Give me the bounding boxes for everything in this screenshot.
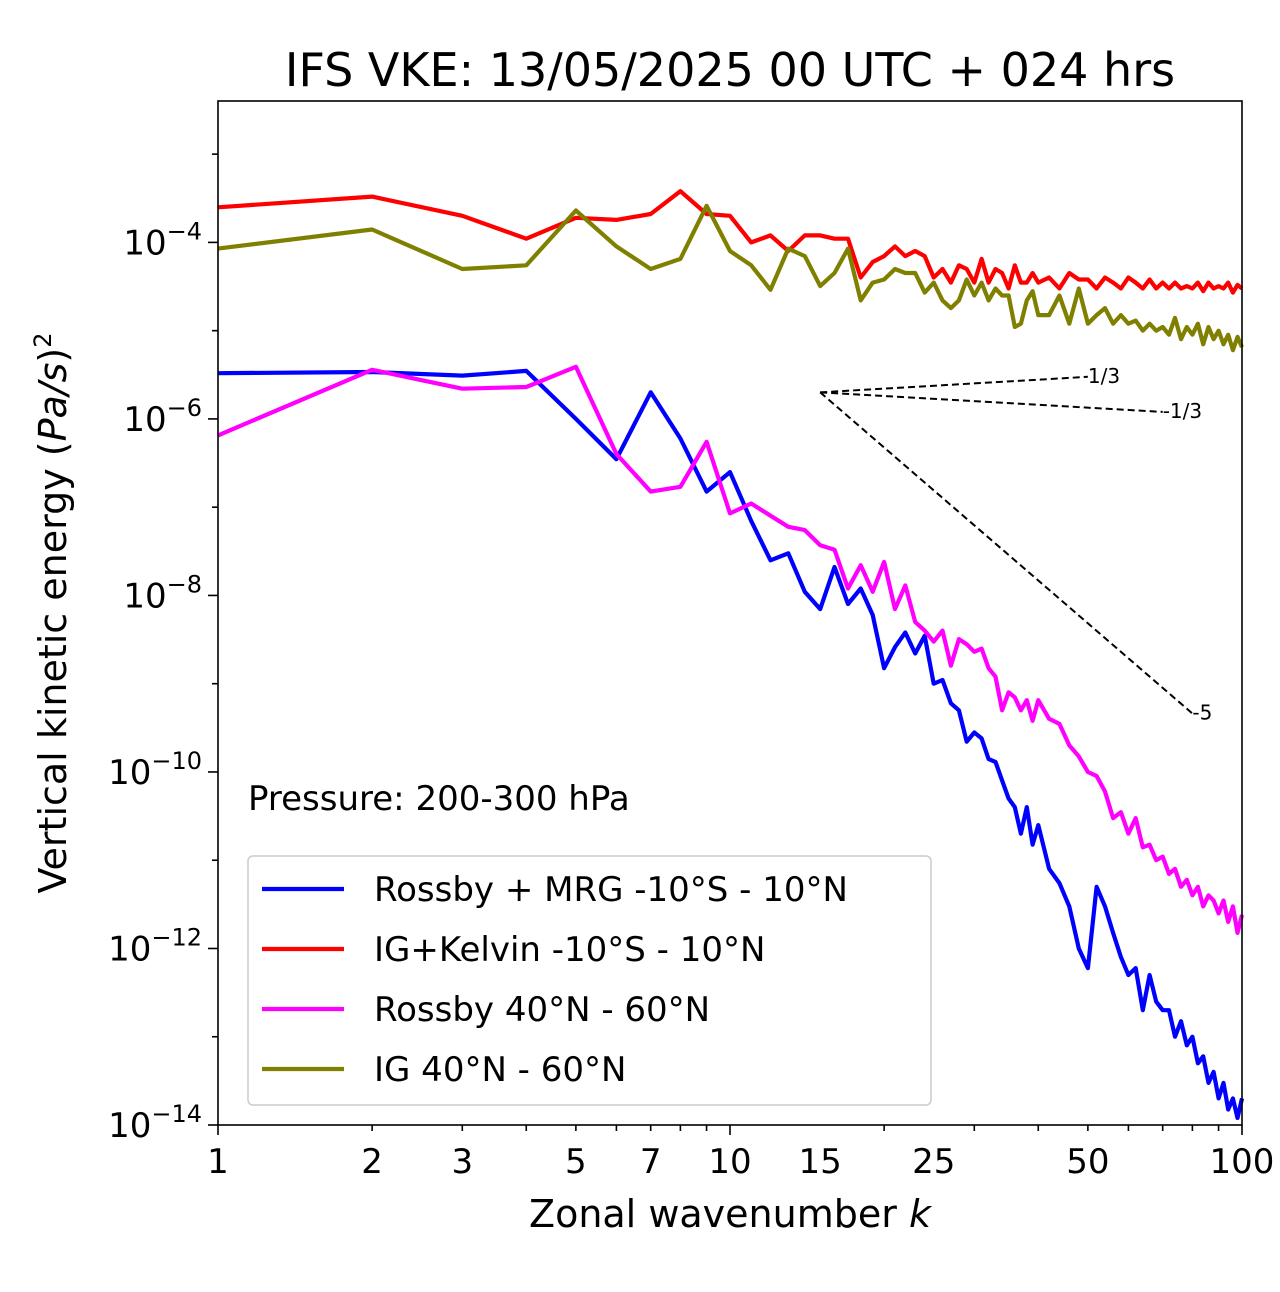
y-axis-label-exp: 2 [29, 332, 57, 347]
y-tick-base: 10 [108, 929, 151, 969]
x-tick-label: 100 [1210, 1142, 1275, 1182]
slope-label-2: -1/3 [1163, 399, 1202, 423]
x-tick-label: 25 [912, 1142, 955, 1182]
y-tick-exponent: −10 [151, 747, 202, 775]
y-tick-label: 10−14 [108, 1100, 202, 1146]
series-line-1 [217, 368, 1245, 1121]
y-tick-exponent: −6 [167, 394, 202, 422]
y-axis-label-var: Pa/s [31, 363, 75, 442]
y-tick-label: 10−8 [123, 570, 202, 616]
legend: Rossby + MRG -10°S - 10°N IG+Kelvin -10°S… [247, 855, 932, 1106]
series-line-2 [217, 189, 1244, 295]
x-tick-label: 3 [451, 1142, 473, 1182]
legend-label-4: IG 40°N - 60°N [374, 1050, 626, 1090]
x-tick-label: 15 [799, 1142, 842, 1182]
y-tick-exponent: −14 [151, 1100, 202, 1128]
x-tick-label: 7 [640, 1142, 662, 1182]
legend-box [247, 855, 932, 1106]
y-tick-label: 10−6 [123, 394, 202, 440]
x-axis-ticks: 1 2 3 5 7 10 15 25 50 100 [207, 1125, 1274, 1182]
slope-label-3: -5 [1192, 700, 1212, 724]
legend-label-2: IG+Kelvin -10°S - 10°N [374, 930, 765, 970]
y-tick-label: 10−4 [123, 217, 202, 263]
series-layer [217, 189, 1245, 1121]
x-axis-label-text: Zonal wavenumber [529, 1192, 909, 1236]
x-axis-label-var: k [909, 1192, 933, 1236]
y-tick-base: 10 [123, 576, 166, 616]
x-tick-label: 1 [207, 1142, 229, 1182]
reference-slopes: 1/3 -1/3 -5 [819, 364, 1212, 724]
y-tick-label: 10−12 [108, 923, 202, 969]
y-axis-label: Vertical kinetic energy (Pa/s)2 [29, 332, 75, 893]
x-tick-label: 50 [1066, 1142, 1109, 1182]
y-tick-exponent: −12 [151, 923, 202, 951]
slope-line-2 [820, 391, 1163, 413]
y-axis-label-prefix: Vertical kinetic energy ( [31, 441, 75, 893]
legend-label-3: Rossby 40°N - 60°N [374, 990, 710, 1030]
series-line-4 [217, 203, 1244, 353]
legend-label-1: Rossby + MRG -10°S - 10°N [374, 870, 848, 910]
y-tick-exponent: −4 [167, 217, 202, 245]
slope-label-1: 1/3 [1088, 364, 1120, 388]
y-tick-base: 10 [123, 223, 166, 263]
legend-items: Rossby + MRG -10°S - 10°N IG+Kelvin -10°S… [262, 870, 848, 1090]
y-tick-base: 10 [108, 753, 151, 793]
chart-title: IFS VKE: 13/05/2025 00 UTC + 024 hrs [285, 43, 1175, 97]
y-tick-base: 10 [108, 1106, 151, 1146]
slope-line-1 [820, 375, 1088, 394]
slope-line-3 [819, 391, 1194, 715]
y-tick-base: 10 [123, 400, 166, 440]
series-line-3 [217, 364, 1245, 936]
x-axis-label: Zonal wavenumber k [529, 1192, 933, 1236]
y-tick-label: 10−10 [108, 747, 202, 793]
x-tick-label: 2 [361, 1142, 383, 1182]
y-axis-label-suffix: ) [31, 348, 75, 363]
x-tick-label: 10 [708, 1142, 751, 1182]
x-tick-label: 5 [565, 1142, 587, 1182]
y-tick-exponent: −8 [167, 570, 202, 598]
pressure-annotation: Pressure: 200-300 hPa [248, 779, 630, 819]
